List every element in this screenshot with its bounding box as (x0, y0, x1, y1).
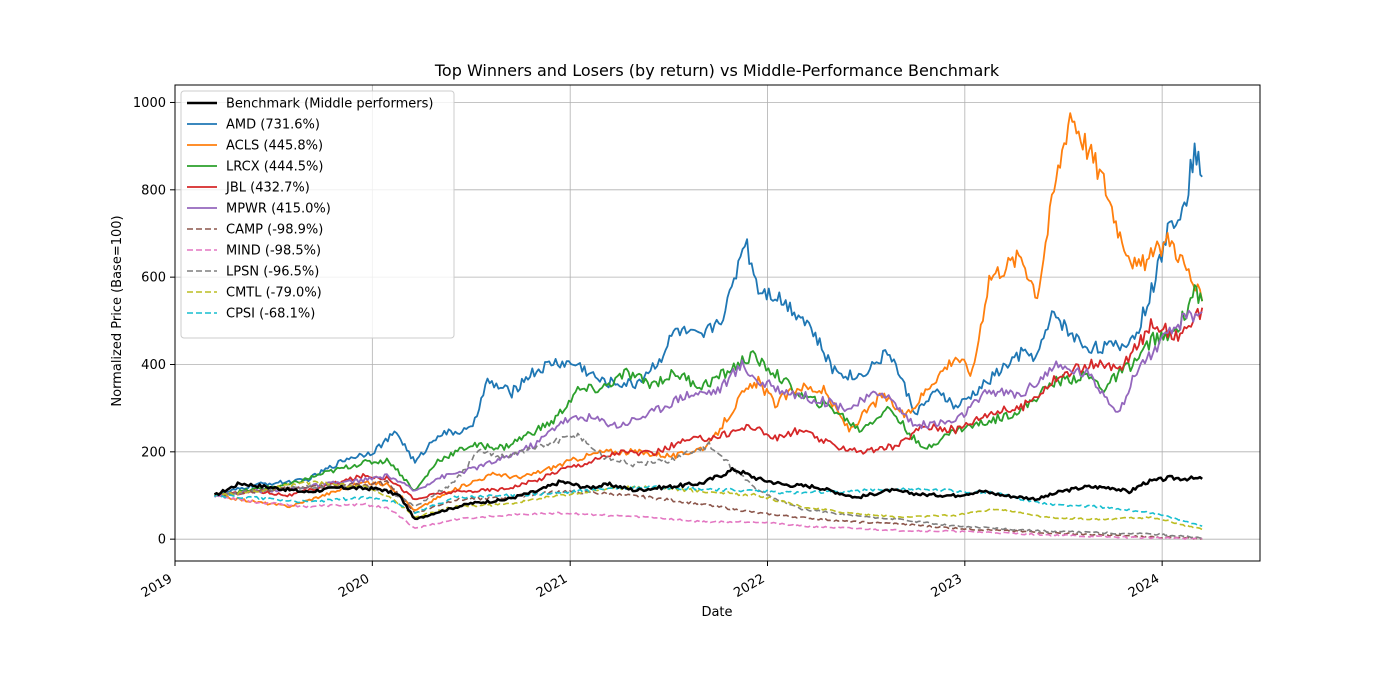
y-tick-label: 1000 (133, 96, 166, 111)
x-tick-label: 2022 (731, 571, 767, 601)
series-layer (213, 112, 1204, 541)
y-tick-label: 800 (141, 183, 166, 198)
series-line-lrcx (214, 284, 1204, 497)
series-line-cmtl (214, 480, 1203, 531)
legend-label: MIND (-98.5%) (226, 244, 321, 259)
legend: Benchmark (Middle performers) AMD (731.6%… (180, 90, 455, 339)
y-axis-label: Normalized Price (Base=100) (110, 215, 125, 406)
y-tick-label: 400 (141, 358, 166, 373)
x-tick-label: 2023 (929, 571, 965, 601)
legend-label: ACLS (445.8%) (226, 139, 323, 154)
y-tick-label: 600 (141, 271, 166, 286)
legend-box (180, 90, 455, 339)
x-tick-label: 2019 (139, 571, 175, 601)
x-tick-label: 2020 (336, 571, 372, 601)
legend-label: LRCX (444.5%) (226, 160, 323, 175)
legend-label: MPWR (415.0%) (226, 202, 331, 217)
series-line-lpsn (214, 432, 1203, 539)
legend-label: LPSN (-96.5%) (226, 265, 319, 280)
series-line-amd (213, 142, 1203, 498)
legend-label: CMTL (-79.0%) (226, 286, 322, 301)
x-tick-label: 2021 (534, 571, 570, 601)
x-tick-label: 2024 (1126, 571, 1162, 601)
legend-label: Benchmark (Middle performers) (226, 97, 433, 112)
x-axis-label: Date (701, 605, 732, 620)
series-line-cpsi (213, 484, 1203, 527)
chart-title: Top Winners and Losers (by return) vs Mi… (434, 61, 1000, 80)
series-line-mpwr (213, 309, 1203, 498)
legend-label: AMD (731.6%) (226, 118, 320, 133)
plot-frame (174, 84, 1261, 562)
y-tick-label: 0 (158, 533, 166, 548)
series-line-benchmark (213, 466, 1203, 521)
series-line-mind (214, 494, 1203, 541)
y-tick-label: 200 (141, 445, 166, 460)
legend-label: CAMP (-98.9%) (226, 223, 323, 238)
legend-label: CPSI (-68.1%) (226, 307, 315, 322)
legend-label: JBL (432.7%) (225, 181, 310, 196)
